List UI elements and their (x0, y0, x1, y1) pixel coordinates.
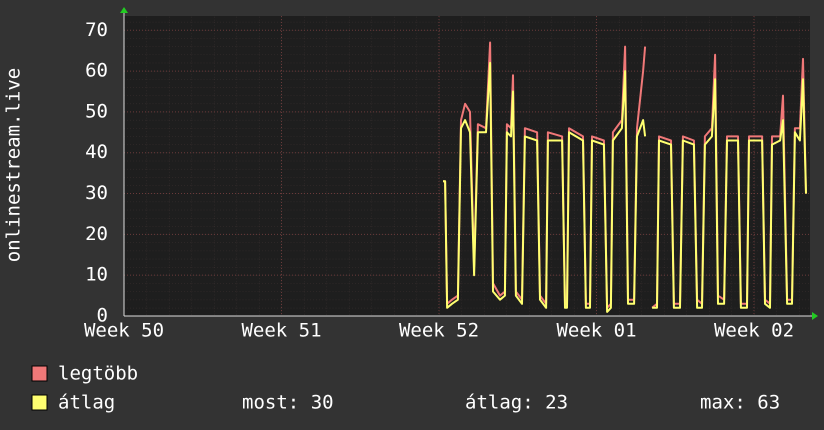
y-tick-label: 30 (85, 182, 108, 204)
axes (120, 7, 818, 320)
stat-value: 23 (545, 392, 568, 414)
y-tick-label: 60 (85, 60, 108, 82)
x-arrow (812, 312, 818, 320)
legend-label: átlag (58, 392, 115, 414)
y-tick-label: 10 (85, 264, 108, 286)
y-tick-label: 70 (85, 19, 108, 41)
minor-grid (124, 16, 810, 316)
series-line (443, 61, 807, 313)
legend-swatch (31, 394, 48, 411)
y-tick-label: 40 (85, 141, 108, 163)
stat-label: max: (700, 392, 746, 414)
stat-label: átlag: (465, 392, 534, 414)
x-tick-label: Week 52 (399, 320, 479, 342)
x-tick-label: Week 51 (241, 320, 321, 342)
legend-label: legtöbb (58, 363, 138, 385)
x-tick-label: Week 02 (714, 320, 794, 342)
y-tick-label: 50 (85, 100, 108, 122)
y-arrow (120, 7, 128, 13)
lines (443, 41, 807, 313)
y-axis-label: onlinestream.live (3, 68, 25, 262)
x-tick-label: Week 01 (556, 320, 636, 342)
labels: 0 10 20 30 40 50 60 70 Week 50 Week 51 Week 52 Week… (31, 19, 794, 414)
y-tick-label: 20 (85, 223, 108, 245)
y-tick-label: 0 (97, 305, 108, 327)
legend-swatch (31, 365, 48, 382)
stat-value: 30 (311, 392, 334, 414)
x-tick-label: Week 50 (84, 320, 164, 342)
stat-label: most: (242, 392, 299, 414)
stat-value: 63 (757, 392, 780, 414)
